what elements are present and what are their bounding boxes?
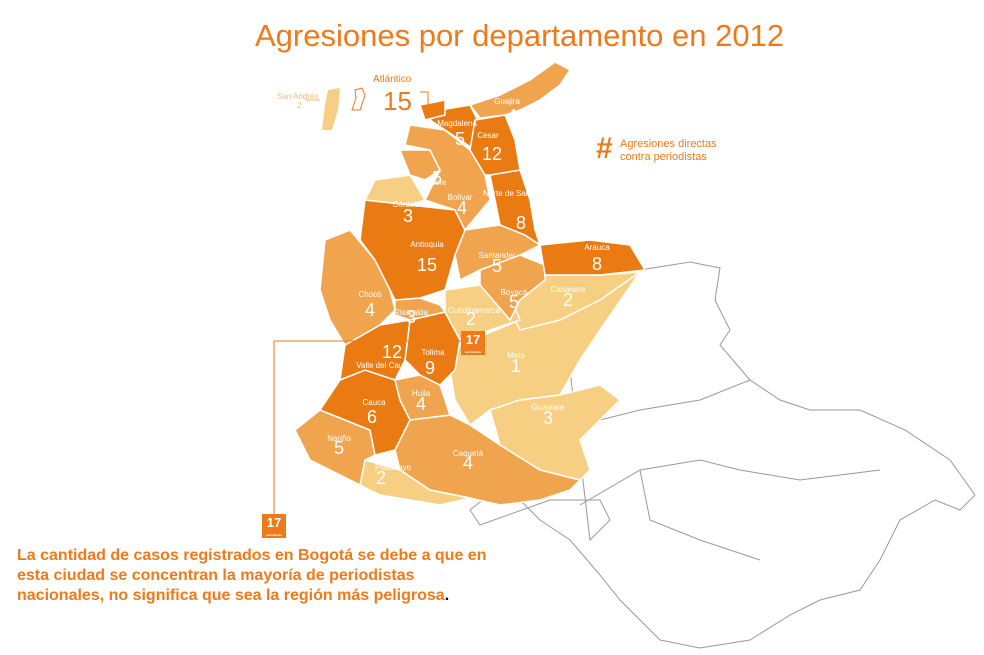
boyaca-value: 5 <box>509 292 519 312</box>
guajira-value: 4 <box>507 106 517 126</box>
legend-line-2: contra periodistas <box>620 151 707 163</box>
note-period: . <box>444 587 450 604</box>
atlantico-leader-line <box>420 91 429 106</box>
east-inner-border-1 <box>579 459 881 506</box>
arauca-value: 8 <box>592 254 602 274</box>
antioquia-name: Antioquia <box>410 240 444 249</box>
putumayo-name: Putumayo <box>375 463 412 472</box>
note-text: La cantidad de casos registrados en Bogo… <box>17 547 487 604</box>
magdalena-value: 5 <box>455 129 465 149</box>
bogota-note-value: 17 <box>266 515 282 530</box>
bogota-map-caption: periodistas <box>464 350 481 354</box>
narino-name: Nariño <box>327 434 351 443</box>
cesar-value: 12 <box>482 144 502 164</box>
san-andres-value: 2 <box>297 101 302 110</box>
region-cesar-shape <box>469 114 521 176</box>
region-cordoba-shape <box>363 174 427 206</box>
cauca-name: Cauca <box>362 398 386 407</box>
region-bolivar-shape <box>404 124 491 232</box>
bolivar-name: Bolívar <box>448 193 473 202</box>
guajira-name: Guajira <box>494 97 520 106</box>
east-region-outline <box>469 261 976 649</box>
cesar-name: Cesar <box>477 131 499 140</box>
magdalena-name: Magdalena <box>437 119 477 128</box>
san-andres-name: San Andrés <box>277 92 319 101</box>
valle-del-cauca-value: 12 <box>382 342 402 362</box>
bogota-note-caption: periodistas <box>265 533 282 537</box>
sucre-name: Sucre <box>426 178 447 187</box>
region-norte-santander-shape <box>489 169 542 247</box>
bogota-map-value: 17 <box>465 332 481 347</box>
bogota-leader-line <box>273 340 464 514</box>
map-title: Agresiones por departamento en 2012 <box>255 18 785 53</box>
bolivar-value: 4 <box>457 198 467 218</box>
cundinamarca-value: 2 <box>466 309 476 329</box>
valle-del-cauca-name: Valle del Cauca <box>356 361 412 370</box>
cordoba-name: Córdoba <box>393 200 424 209</box>
bogota-map-badge: 17 periodistas <box>461 331 485 355</box>
arauca-name: Arauca <box>584 243 610 252</box>
meta-value: 1 <box>511 356 521 376</box>
casanare-value: 2 <box>563 290 573 310</box>
huila-value: 4 <box>416 394 426 414</box>
choco-value: 4 <box>365 300 375 320</box>
region-san-andres-shape <box>322 88 340 130</box>
guaviare-value: 3 <box>543 408 553 428</box>
guaviare-name: Guaviare <box>532 403 565 412</box>
boyaca-name: Boyacá <box>501 288 528 297</box>
risaralda-value: 3 <box>406 307 416 327</box>
caqueta-name: Caquetá <box>453 449 484 458</box>
region-arauca-shape <box>539 239 647 276</box>
cordoba-value: 3 <box>403 206 413 226</box>
region-antioquia-shape <box>359 199 466 301</box>
cauca-value: 6 <box>367 407 377 427</box>
norte-de-santander-name: Norte de Santander <box>483 189 553 198</box>
region-boyaca-shape <box>479 254 546 322</box>
sucre-value: 5 <box>432 168 442 188</box>
atlantico-value: 15 <box>383 86 412 116</box>
region-atlantico-shape <box>419 99 446 121</box>
region-putumayo-shape <box>359 459 471 506</box>
choco-name: Chocó <box>358 290 382 299</box>
east-inner-border-3 <box>599 379 751 421</box>
huila-name: Huila <box>412 389 431 398</box>
risaralda-name: Risaralda <box>394 308 428 317</box>
bogota-note: La cantidad de casos registrados en Bogo… <box>17 546 487 606</box>
santander-name: Santander <box>479 251 516 260</box>
casanare-name: Casanare <box>551 285 586 294</box>
antioquia-value: 15 <box>417 255 437 275</box>
region-valle-shape <box>339 319 411 382</box>
santander-value: 5 <box>492 256 502 276</box>
norte-de-santander-value: 8 <box>516 213 526 233</box>
tolima-value: 9 <box>425 358 435 378</box>
region-sucre-shape <box>398 149 441 181</box>
atlantico-name: Atlántico <box>373 74 412 85</box>
providencia-outline <box>351 87 366 111</box>
tolima-name: Tolima <box>421 348 445 357</box>
legend-line-1: Agresiones directas <box>620 138 717 150</box>
bogota-note-badge: 17 periodistas <box>262 514 286 538</box>
legend-text: Agresiones directas contra periodistas <box>620 138 750 164</box>
cundinamarca-name: Cundinamarca <box>448 306 501 315</box>
east-inner-border-2 <box>639 469 761 561</box>
region-guajira-shape <box>468 61 572 119</box>
legend-hash-icon: # <box>596 132 613 165</box>
narino-value: 5 <box>334 438 344 458</box>
caqueta-value: 4 <box>463 453 473 473</box>
region-choco-shape <box>319 229 396 347</box>
putumayo-value: 2 <box>376 468 386 488</box>
meta-name: Meta <box>507 351 525 360</box>
